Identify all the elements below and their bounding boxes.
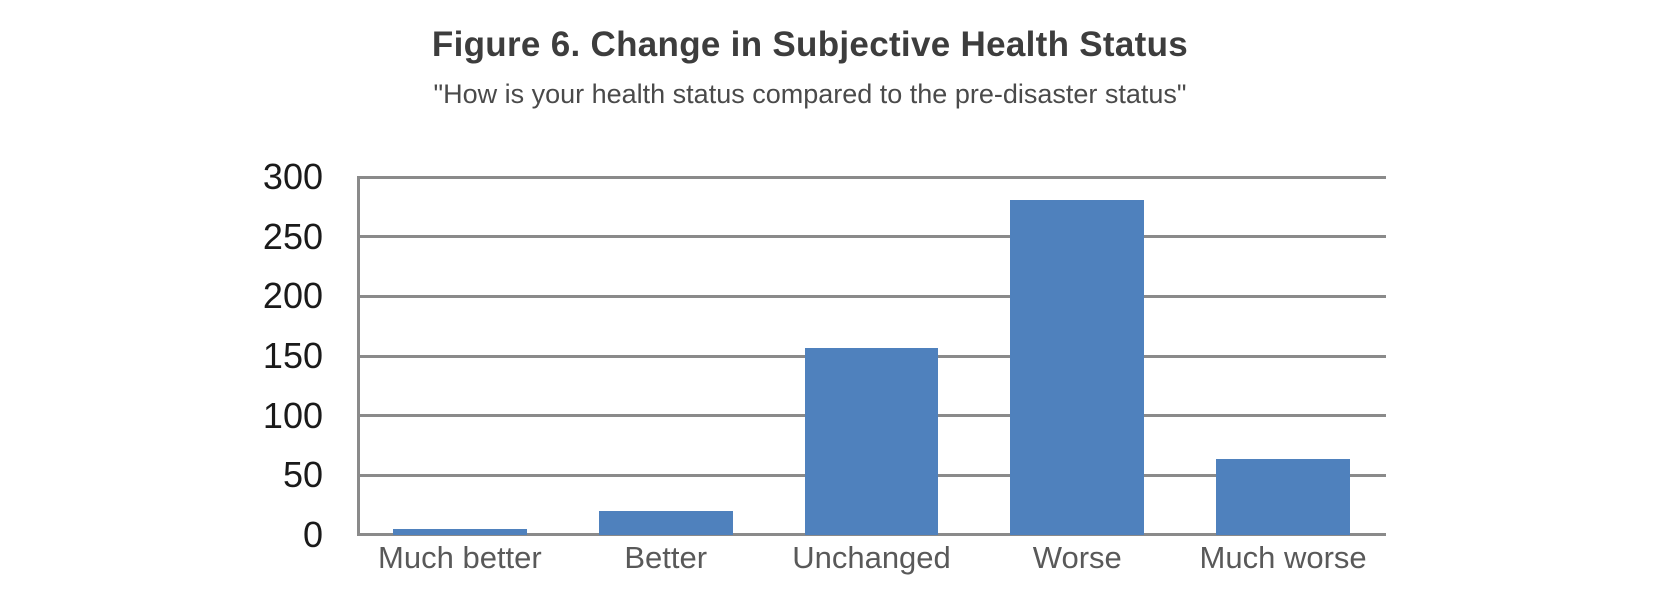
x-tick-label-much-better: Much better (378, 540, 542, 575)
y-tick-label-250: 250 (262, 215, 323, 257)
x-tick-label-unchanged: Unchanged (792, 540, 951, 575)
x-tick-label-much-worse: Much worse (1199, 540, 1367, 575)
y-tick-label-0: 0 (302, 514, 323, 555)
y-tick-label-100: 100 (262, 394, 323, 436)
bar-better (598, 511, 733, 535)
bar-much-better (393, 529, 527, 535)
bar-slot-much-worse (1180, 458, 1386, 535)
bar-series (357, 177, 1386, 535)
y-axis-tick-labels: 0 50 100 150 200 250 300 (120, 156, 323, 555)
plot-area (357, 175, 1386, 536)
gridline-200 (357, 294, 1386, 298)
y-tick-label-300: 300 (262, 156, 323, 197)
chart-title: Figure 6. Change in Subjective Health St… (431, 25, 1189, 64)
bar-slot-unchanged (769, 347, 975, 535)
y-tick-label-50: 50 (282, 454, 323, 496)
bar-worse (1010, 199, 1145, 535)
bar-unchanged (804, 347, 939, 535)
bar-slot-worse (974, 199, 1180, 535)
bar-slot-better (563, 511, 769, 535)
y-tick-label-200: 200 (262, 275, 323, 317)
chart-header: Figure 6. Change in Subjective Health St… (0, 0, 1620, 110)
bar-slot-much-better (357, 529, 563, 535)
x-axis-category-labels: Much better Better Unchanged Worse Much wors… (357, 540, 1386, 576)
gridline-250 (357, 235, 1386, 239)
x-tick-label-better: Better (624, 540, 708, 575)
x-tick-label-worse: Worse (1032, 540, 1122, 575)
y-tick-label-150: 150 (262, 335, 323, 376)
bar-much-worse (1216, 458, 1350, 535)
chart-subtitle: "How is your health status compared to t… (433, 79, 1187, 109)
gridline-300 (357, 175, 1386, 179)
